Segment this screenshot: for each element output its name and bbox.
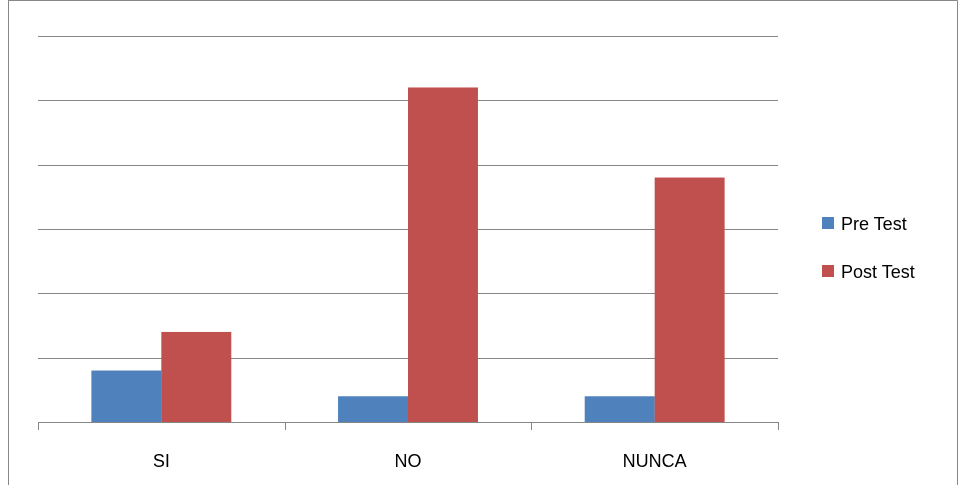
legend-label: Post Test bbox=[841, 262, 915, 282]
category-labels: SI NO NUNCA bbox=[153, 451, 687, 471]
category-label: NUNCA bbox=[623, 451, 687, 471]
bars bbox=[91, 87, 725, 422]
x-axis bbox=[38, 422, 779, 430]
bar-pre-test-no bbox=[338, 396, 408, 422]
bar-post-test-nunca bbox=[654, 177, 725, 422]
bar-post-test-si bbox=[161, 331, 232, 422]
bar-pre-test-si bbox=[91, 370, 162, 422]
category-label: SI bbox=[153, 451, 170, 471]
legend-label: Pre Test bbox=[841, 214, 907, 234]
category-label: NO bbox=[395, 451, 422, 471]
bar-pre-test-nunca bbox=[584, 396, 655, 422]
legend-swatch bbox=[822, 265, 834, 277]
legend: Pre Test Post Test bbox=[822, 214, 915, 282]
legend-swatch bbox=[822, 217, 834, 229]
bar-post-test-no bbox=[408, 87, 478, 422]
